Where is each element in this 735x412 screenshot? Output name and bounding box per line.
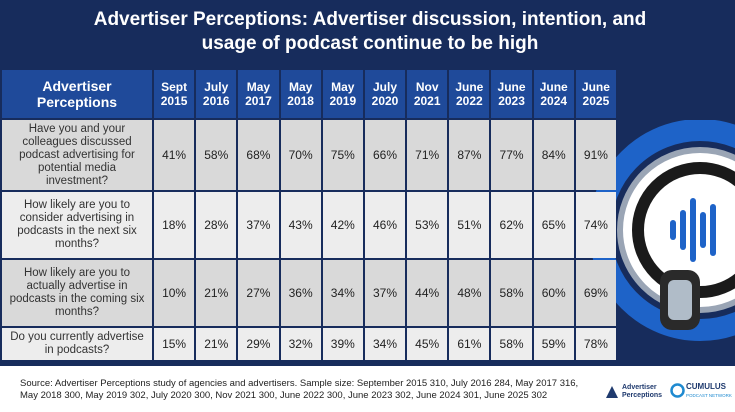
cell: 44% xyxy=(407,260,448,326)
cell: 37% xyxy=(364,260,406,326)
cell: 34% xyxy=(322,260,363,326)
cell: 21% xyxy=(196,328,237,360)
column-header: May 2017 xyxy=(238,70,279,118)
cell: 46% xyxy=(364,192,406,258)
cell: 58% xyxy=(196,120,237,190)
cell: 60% xyxy=(533,260,574,326)
cell: 62% xyxy=(491,192,532,258)
data-table: Advertiser Perceptions Sept 2015 July 2016… xyxy=(2,70,616,360)
podcast-art xyxy=(590,120,735,341)
cell: 75% xyxy=(322,120,363,190)
cell: 32% xyxy=(280,328,321,360)
column-header: Nov 2021 xyxy=(407,70,448,118)
cell: 84% xyxy=(533,120,574,190)
cell: 51% xyxy=(449,192,490,258)
cell: 65% xyxy=(533,192,574,258)
partner-logo xyxy=(670,383,685,398)
cell: 27% xyxy=(238,260,279,326)
cell: 21% xyxy=(196,260,237,326)
cell: 77% xyxy=(491,120,532,190)
cell: 66% xyxy=(364,120,406,190)
cell: 68% xyxy=(238,120,279,190)
column-header: June 2025 xyxy=(575,70,616,118)
cell: 29% xyxy=(238,328,279,360)
cell: 42% xyxy=(322,192,363,258)
cell: 39% xyxy=(322,328,363,360)
brand-logo xyxy=(606,386,618,398)
row-label: Do you currently advertise in podcasts? xyxy=(2,328,152,360)
cell: 15% xyxy=(154,328,195,360)
column-header: May 2018 xyxy=(280,70,321,118)
column-header: Sept 2015 xyxy=(154,70,195,118)
cell: 74% xyxy=(575,192,616,258)
cell: 43% xyxy=(280,192,321,258)
cell: 34% xyxy=(364,328,406,360)
headphone-pad xyxy=(668,280,692,320)
cell: 41% xyxy=(154,120,195,190)
cell: 18% xyxy=(154,192,195,258)
cell: 71% xyxy=(407,120,448,190)
cell: 70% xyxy=(280,120,321,190)
cell: 45% xyxy=(407,328,448,360)
column-header: July 2020 xyxy=(364,70,406,118)
column-header: June 2022 xyxy=(449,70,490,118)
cell: 36% xyxy=(280,260,321,326)
cell: 87% xyxy=(449,120,490,190)
cell: 61% xyxy=(449,328,490,360)
cell: 28% xyxy=(196,192,237,258)
brand-name: Advertiser Perceptions xyxy=(622,384,663,399)
cell: 58% xyxy=(491,260,532,326)
partner-subtitle: PODCAST NETWORK xyxy=(686,393,732,398)
column-header: May 2019 xyxy=(322,70,363,118)
row-label: How likely are you to actually advertise… xyxy=(2,260,152,326)
cell: 78% xyxy=(575,328,616,360)
cell: 58% xyxy=(491,328,532,360)
cell: 69% xyxy=(575,260,616,326)
cell: 48% xyxy=(449,260,490,326)
slide-title: Advertiser Perceptions: Advertiser discu… xyxy=(93,9,647,54)
source-note: Source: Advertiser Perceptions study of … xyxy=(20,378,579,401)
cell: 91% xyxy=(575,120,616,190)
column-header: June 2024 xyxy=(533,70,574,118)
slide: Advertiser Perceptions: Advertiser discu… xyxy=(0,0,735,366)
waveform xyxy=(670,198,716,262)
row-label: Have you and your colleagues discussed p… xyxy=(2,120,152,190)
cell: 53% xyxy=(407,192,448,258)
row-label: How likely are you to consider advertisi… xyxy=(2,192,152,258)
cell: 10% xyxy=(154,260,195,326)
column-header: July 2016 xyxy=(196,70,237,118)
cell: 59% xyxy=(533,328,574,360)
partner-name: CUMULUS xyxy=(686,382,726,391)
cell: 37% xyxy=(238,192,279,258)
corner-header: Advertiser Perceptions xyxy=(2,70,152,118)
column-header: June 2023 xyxy=(491,70,532,118)
